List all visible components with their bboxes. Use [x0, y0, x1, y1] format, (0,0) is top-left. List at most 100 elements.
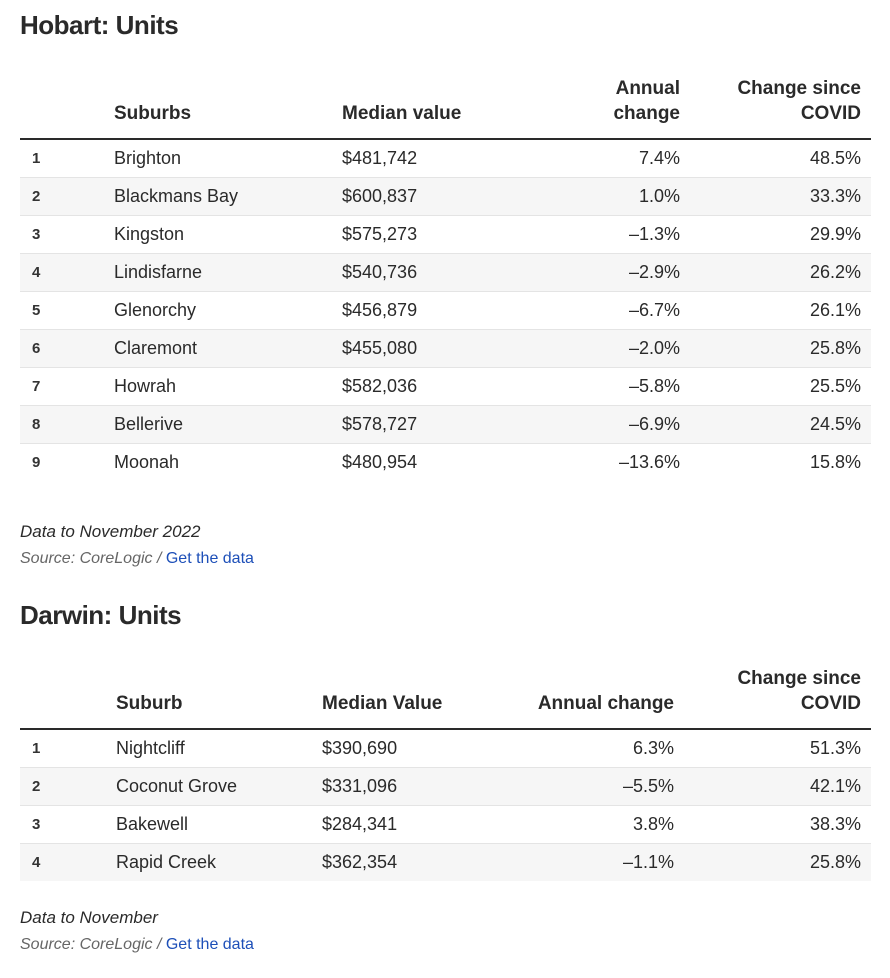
darwin-source-label: Source: CoreLogic / — [20, 936, 166, 953]
annual-change-cell: 1.0% — [512, 177, 690, 216]
covid-header-line1: Change since — [737, 78, 861, 99]
table-header-row: Suburbs Median value Annual change Chang… — [20, 76, 871, 140]
rank-cell: 2 — [20, 177, 104, 216]
table-row: 6 Claremont $455,080 –2.0% 25.8% — [20, 329, 871, 368]
covid-header-line1: Change since — [737, 668, 861, 689]
covid-change-header: Change since COVID — [684, 666, 871, 730]
hobart-section: Hobart: Units Suburbs Median value Annua… — [20, 0, 871, 569]
table-row: 1 Brighton $481,742 7.4% 48.5% — [20, 139, 871, 178]
covid-change-cell: 25.8% — [690, 329, 871, 368]
annual-change-cell: –2.0% — [512, 329, 690, 368]
median-value-cell: $481,742 — [332, 139, 512, 178]
rank-cell: 9 — [32, 454, 41, 471]
rank-cell: 4 — [20, 253, 104, 292]
table-row: 7 Howrah $582,036 –5.8% 25.5% — [20, 367, 871, 406]
median-value-cell: $575,273 — [332, 215, 512, 254]
covid-change-cell: 26.1% — [690, 291, 871, 330]
suburb-cell: Glenorchy — [104, 291, 332, 330]
covid-change-cell: 25.5% — [690, 367, 871, 406]
annual-change-header: Annual change — [512, 76, 690, 140]
hobart-data-note: Data to November 2022 — [20, 522, 201, 541]
covid-change-cell: 42.1% — [684, 767, 871, 806]
rank-cell: 3 — [20, 805, 106, 844]
hobart-source-label: Source: CoreLogic / — [20, 550, 166, 567]
annual-change-cell: 3.8% — [502, 805, 684, 844]
suburb-cell: Kingston — [104, 215, 332, 254]
median-value-cell: $362,354 — [312, 843, 502, 881]
table-row: 2 Coconut Grove $331,096 –5.5% 42.1% — [20, 767, 871, 806]
table-row: 8 Bellerive $578,727 –6.9% 24.5% — [20, 405, 871, 444]
median-value-cell: $390,690 — [312, 729, 502, 768]
median-value-cell: $284,341 — [312, 805, 502, 844]
covid-change-cell: 48.5% — [690, 139, 871, 178]
suburb-cell: Blackmans Bay — [104, 177, 332, 216]
rank-cell: 2 — [20, 767, 106, 806]
suburb-cell: Coconut Grove — [106, 767, 312, 806]
table-row: 4 Lindisfarne $540,736 –2.9% 26.2% — [20, 253, 871, 292]
median-value-cell: $578,727 — [332, 405, 512, 444]
suburb-cell: Claremont — [104, 329, 332, 368]
rank-header — [20, 76, 104, 140]
darwin-title: Darwin: Units — [20, 600, 182, 630]
suburb-cell: Nightcliff — [106, 729, 312, 768]
annual-change-cell: –6.7% — [512, 291, 690, 330]
rank-cell: 6 — [20, 329, 104, 368]
darwin-table-body: 1 Nightcliff $390,690 6.3% 51.3% 2 Coconut Gro… — [20, 729, 871, 881]
rank-cell: 7 — [20, 367, 104, 406]
median-value-cell: $600,837 — [332, 177, 512, 216]
annual-change-cell: –5.5% — [502, 767, 684, 806]
median-value-cell: $582,036 — [332, 367, 512, 406]
hobart-table: Suburbs Median value Annual change Chang… — [20, 76, 871, 481]
annual-change-cell: –6.9% — [512, 405, 690, 444]
suburb-cell: Bellerive — [104, 405, 332, 444]
suburb-cell: Howrah — [104, 367, 332, 406]
covid-header-line2: COVID — [800, 693, 861, 714]
suburb-cell: Bakewell — [106, 805, 312, 844]
annual-change-cell: –2.9% — [512, 253, 690, 292]
darwin-source: Source: CoreLogic / Get the data — [20, 935, 871, 955]
table-row: 3 Bakewell $284,341 3.8% 38.3% — [20, 805, 871, 844]
table-row: 4 Rapid Creek $362,354 –1.1% 25.8% — [20, 843, 871, 881]
annual-change-cell: –13.6% — [618, 452, 680, 472]
covid-change-cell: 51.3% — [684, 729, 871, 768]
annual-change-header: Annual change — [502, 666, 684, 730]
annual-header-line1: Annual — [615, 78, 680, 99]
table-header-row: Suburb Median Value Annual change Change… — [20, 666, 871, 730]
covid-change-cell: 38.3% — [684, 805, 871, 844]
covid-change-cell: 33.3% — [690, 177, 871, 216]
suburb-cell: Lindisfarne — [104, 253, 332, 292]
suburb-cell: Moonah — [114, 452, 180, 472]
hobart-source: Source: CoreLogic / Get the data — [20, 549, 871, 569]
median-header: Median value — [332, 76, 512, 140]
rank-cell: 4 — [20, 843, 106, 881]
darwin-get-data-link[interactable]: Get the data — [165, 936, 254, 953]
annual-change-cell: –1.3% — [512, 215, 690, 254]
table-row: 3 Kingston $575,273 –1.3% 29.9% — [20, 215, 871, 254]
annual-change-cell: 6.3% — [502, 729, 684, 768]
annual-header-line2: change — [613, 103, 680, 124]
annual-change-cell: –5.8% — [512, 367, 690, 406]
covid-change-cell: 25.8% — [684, 843, 871, 881]
covid-header-line2: COVID — [800, 103, 861, 124]
rank-cell: 8 — [20, 405, 104, 444]
rank-cell: 1 — [20, 729, 106, 768]
hobart-get-data-link[interactable]: Get the data — [165, 550, 254, 567]
rank-header — [20, 666, 106, 730]
rank-cell: 1 — [20, 139, 104, 178]
darwin-data-note: Data to November — [20, 908, 158, 927]
darwin-section: Darwin: Units Suburb Median Value Annual… — [20, 590, 871, 955]
table-row: 5 Glenorchy $456,879 –6.7% 26.1% — [20, 291, 871, 330]
median-value-cell: $480,954 — [342, 452, 418, 472]
hobart-title: Hobart: Units — [20, 10, 179, 40]
annual-change-cell: 7.4% — [512, 139, 690, 178]
median-value-cell: $455,080 — [332, 329, 512, 368]
suburb-header: Suburb — [106, 666, 312, 730]
median-header: Median Value — [312, 666, 502, 730]
suburb-header: Suburbs — [104, 76, 332, 140]
covid-change-cell: 15.8% — [809, 452, 861, 472]
table-row: 2 Blackmans Bay $600,837 1.0% 33.3% — [20, 177, 871, 216]
covid-change-cell: 29.9% — [690, 215, 871, 254]
darwin-table: Suburb Median Value Annual change Change… — [20, 666, 871, 881]
annual-change-cell: –1.1% — [502, 843, 684, 881]
median-value-cell: $331,096 — [312, 767, 502, 806]
